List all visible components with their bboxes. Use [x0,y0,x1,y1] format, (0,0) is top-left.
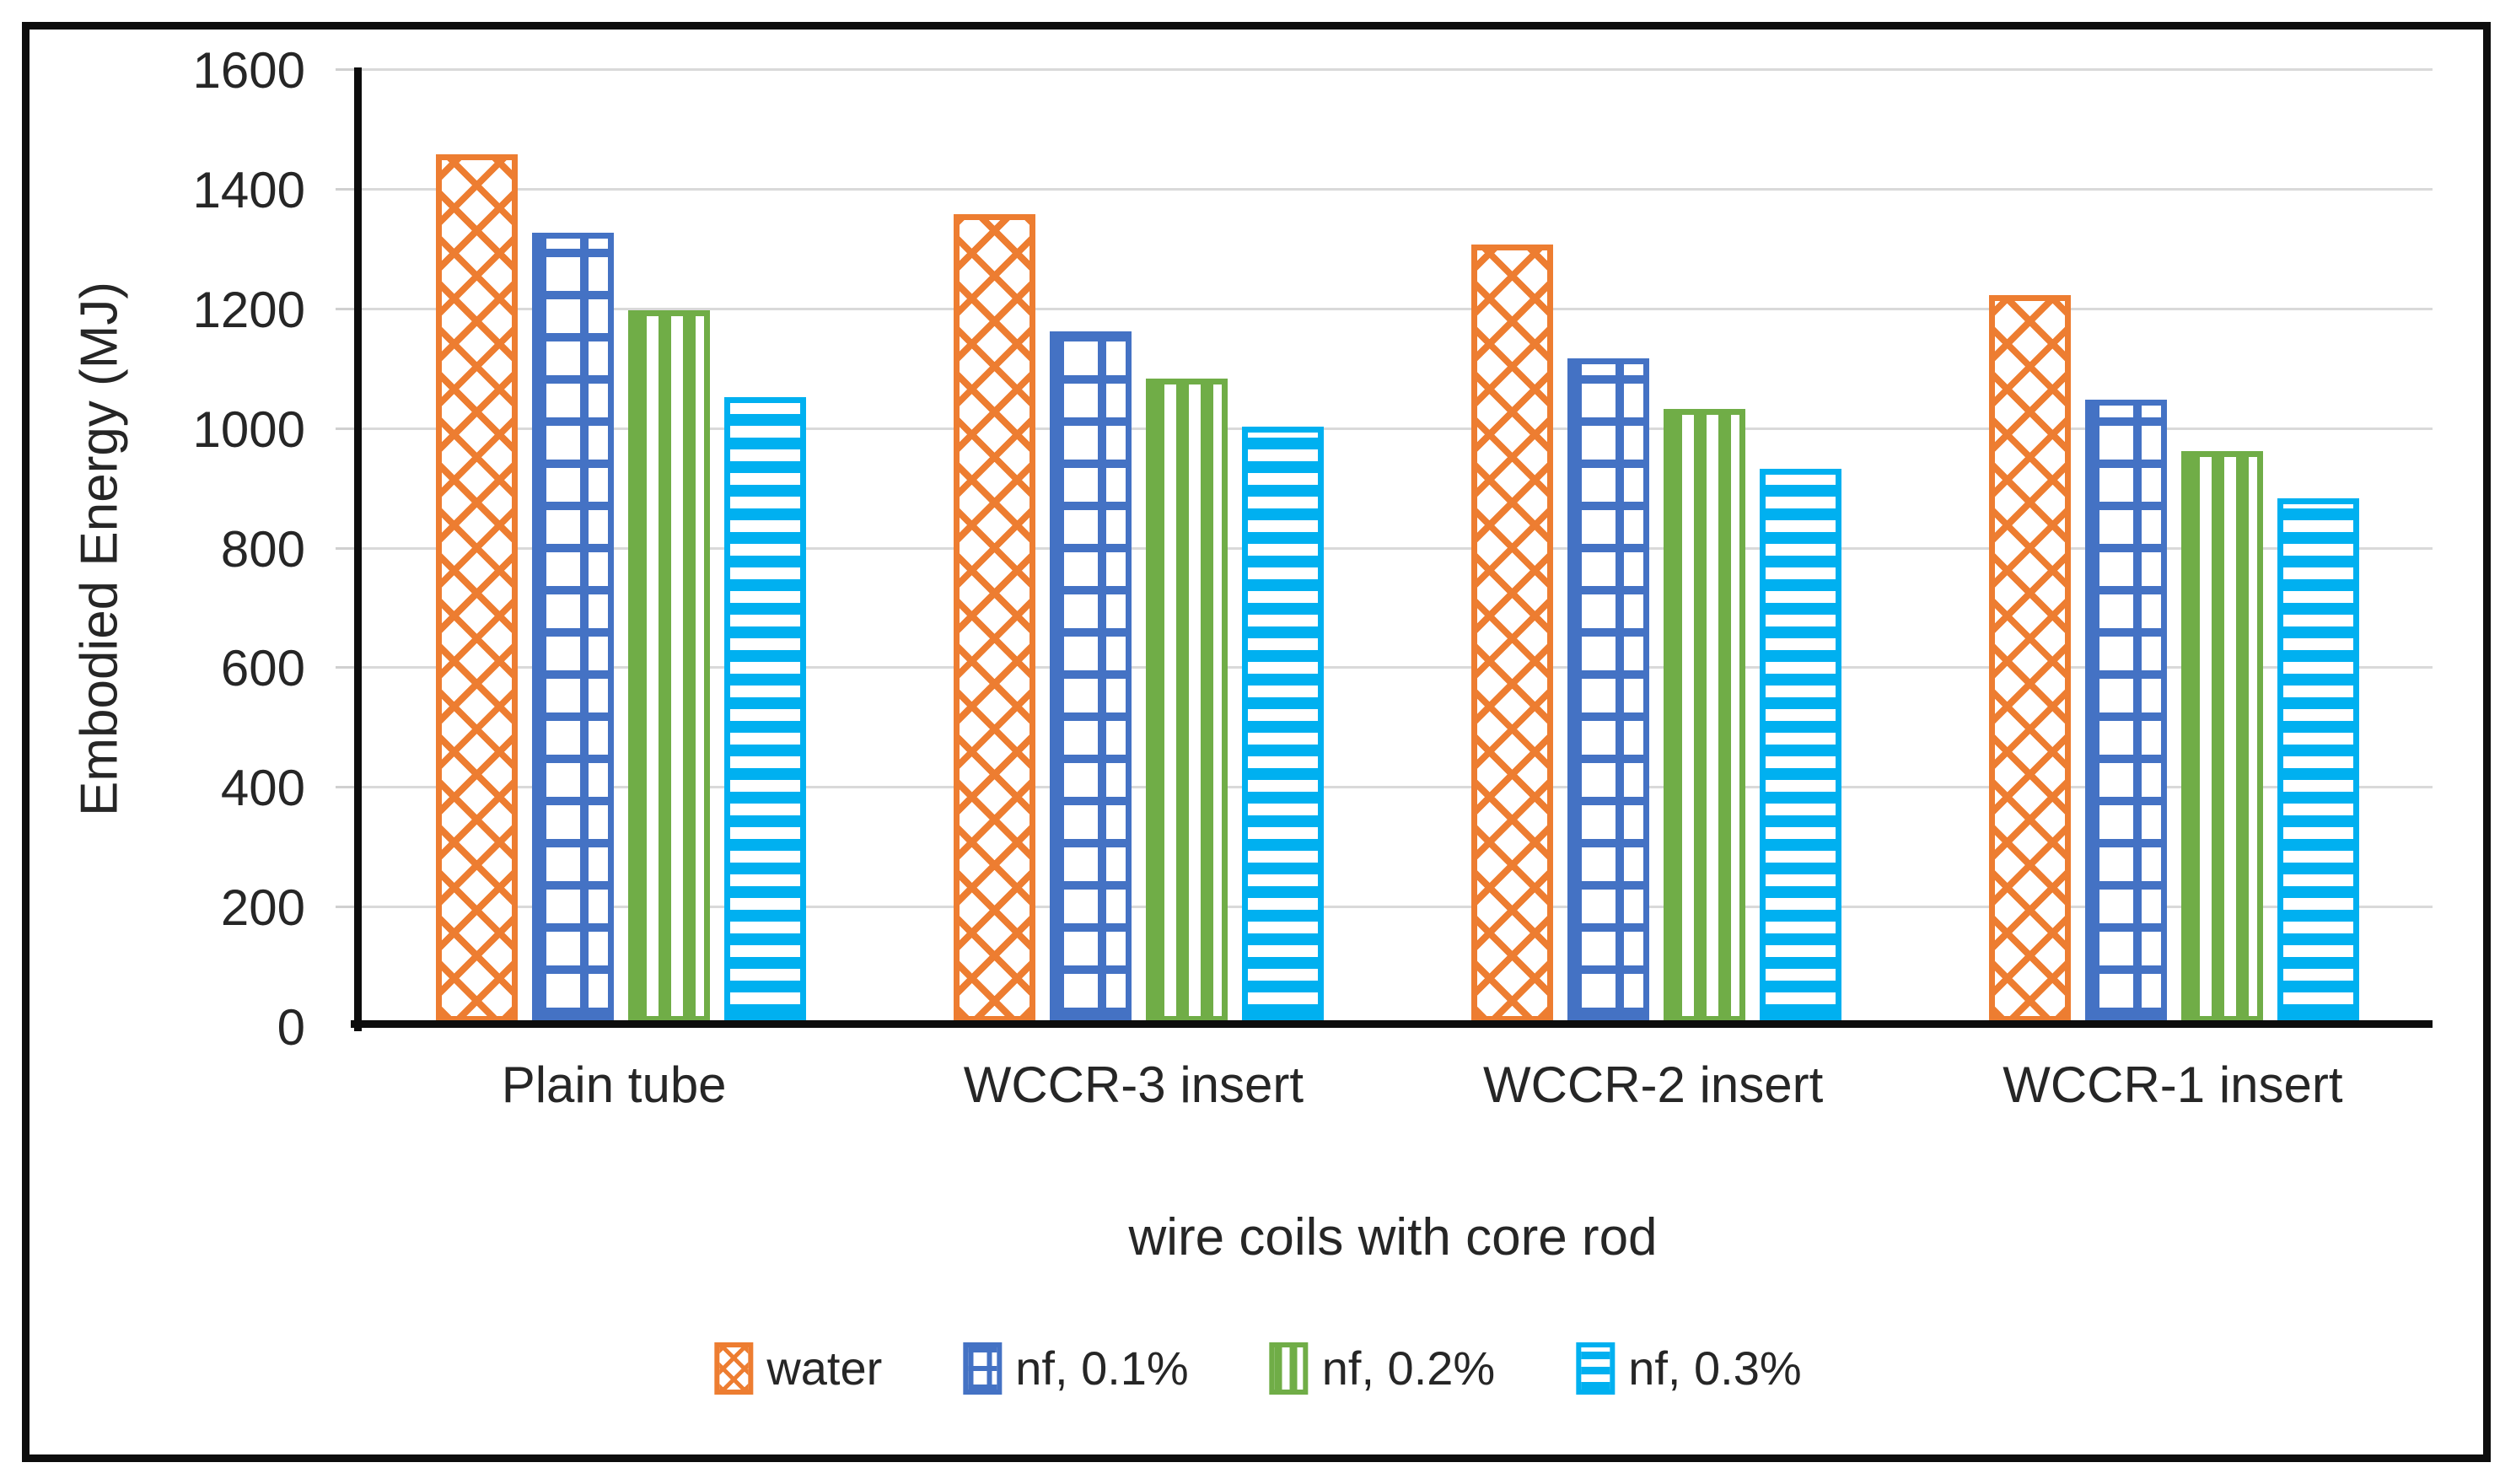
bar-nf-0.1--3 [1567,358,1649,1022]
bar-nf-0.3--4 [2277,498,2359,1022]
y-tick-mark-800 [336,546,354,550]
legend-swatch-diagonal-crosshatch-icon [714,1342,754,1395]
y-tick-mark-600 [336,666,354,669]
gridline-1200 [354,307,2433,310]
bar-water-3 [1470,245,1553,1022]
x-axis-line [351,1020,2433,1028]
legend-label: water [766,1342,883,1395]
legend-swatch-grid-icon [963,1342,1003,1395]
bar-nf-0.1--2 [1049,331,1132,1022]
gridline-600 [354,666,2433,669]
y-tick-label: 1600 [192,42,305,99]
legend-item-nf-0.1-: nf, 0.1% [963,1341,1189,1395]
legend-label: nf, 0.1% [1015,1342,1189,1395]
gridline-1400 [354,187,2433,191]
gridline-1000 [354,427,2433,430]
y-tick-label: 1400 [192,161,305,218]
y-tick-mark-1000 [336,427,354,430]
bar-nf-0.2--2 [1145,379,1228,1022]
x-category-label: WCCR-1 insert [2003,1057,2343,1113]
bar-nf-0.3--1 [723,397,806,1022]
y-tick-label: 1000 [192,401,305,458]
y-tick-mark-1200 [336,307,354,310]
bar-water-4 [1988,295,2071,1022]
bar-group-wccr-2-insert [1397,71,1915,1022]
bar-group-wccr-3-insert [879,71,1397,1022]
bar-nf-0.1--1 [531,233,614,1022]
x-axis-category-labels: Plain tube WCCR-3 insert WCCR-2 insert WCCR… [354,1056,2433,1114]
bar-water-2 [953,214,1035,1022]
bar-nf-0.3--2 [1241,427,1324,1022]
bar-nf-0.2--3 [1663,409,1745,1022]
bar-group-wccr-1-insert [1915,71,2433,1022]
legend-label: nf, 0.3% [1628,1342,1802,1395]
plot-area [336,67,2433,1031]
bar-water-1 [435,154,518,1022]
bar-nf-0.1--4 [2084,400,2167,1022]
x-category-label: WCCR-2 insert [1482,1057,1824,1113]
y-tick-label: 1200 [192,281,305,338]
y-tick-mark-200 [336,906,354,909]
legend-label: nf, 0.2% [1321,1342,1496,1395]
gridline-1600 [354,68,2433,71]
gridline-400 [354,786,2433,789]
bar-nf-0.3--3 [1759,469,1841,1022]
x-category-label: Plain tube [501,1057,727,1113]
bar-nf-0.2--4 [2180,451,2263,1022]
y-tick-mark-1600 [336,68,354,71]
y-tick-mark-400 [336,786,354,789]
y-tick-label: 600 [220,640,305,697]
bar-groups [362,71,2433,1022]
legend-item-water: water [714,1341,882,1395]
gridline-800 [354,546,2433,550]
y-tick-label: 0 [277,999,305,1056]
legend-item-nf-0.2-: nf, 0.2% [1269,1341,1496,1395]
y-tick-label: 400 [220,760,305,817]
legend-swatch-horizontal-stripes-icon [1576,1342,1616,1395]
x-axis-title: wire coils with core rod [1128,1208,1658,1266]
y-tick-label: 200 [220,879,305,937]
y-tick-mark-1400 [336,187,354,191]
y-tick-label: 800 [220,520,305,578]
y-axis-line [354,67,362,1031]
legend-swatch-vertical-stripes-icon [1269,1342,1309,1395]
x-category-label: WCCR-3 insert [963,1057,1304,1113]
gridline-200 [354,906,2433,909]
bar-nf-0.2--1 [627,310,710,1022]
bar-group-plain-tube [362,71,879,1022]
y-axis-tick-labels: 0 200 400 600 800 1000 1200 1400 1600 [0,46,331,1053]
legend: water nf, 0.1% nf, 0.2% nf, 0.3% [714,1341,1802,1395]
legend-item-nf-0.3-: nf, 0.3% [1576,1341,1802,1395]
